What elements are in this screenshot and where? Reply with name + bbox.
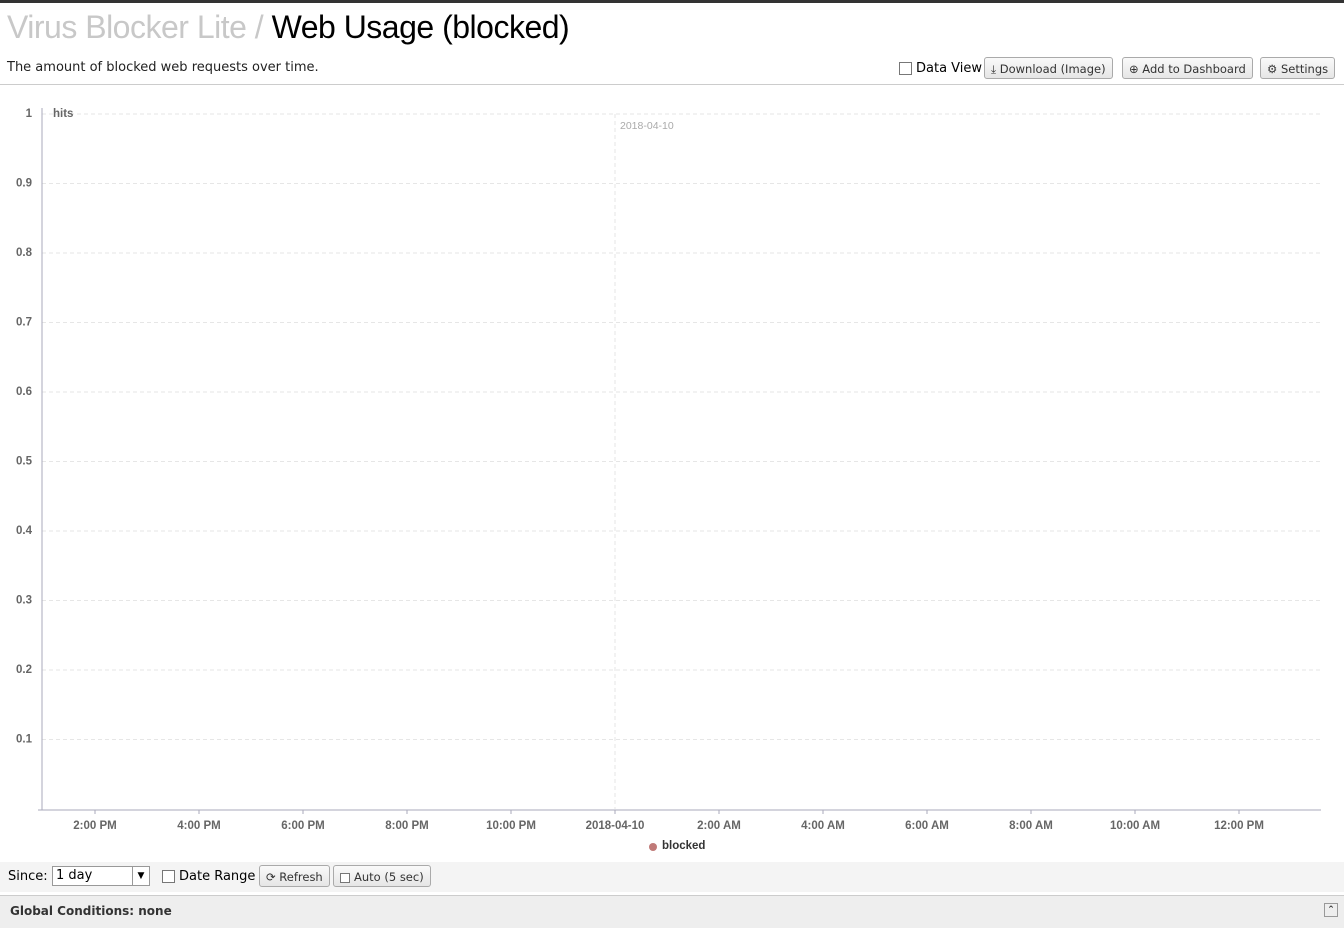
x-tick-label: 8:00 AM — [1009, 820, 1053, 832]
date-annotation: 2018-04-10 — [620, 120, 674, 132]
since-select[interactable]: 1 day ▼ — [52, 866, 150, 886]
app-name[interactable]: Virus Blocker Lite / — [7, 9, 264, 45]
y-tick-label: 0.8 — [16, 247, 33, 259]
y-tick-label: 0.1 — [16, 734, 33, 746]
x-tick-label: 2:00 PM — [73, 820, 116, 832]
y-tick-label: 0.7 — [16, 317, 32, 329]
since-label: Since: — [8, 869, 48, 884]
date-range-label: Date Range — [179, 869, 256, 884]
description: The amount of blocked web requests over … — [7, 60, 319, 75]
since-value: 1 day — [56, 868, 93, 883]
download-button[interactable]: ⤓ Download (Image) — [984, 57, 1113, 79]
bottom-toolbar: Since: 1 day ▼ Date Range ⟳ Refresh Auto … — [0, 862, 1344, 892]
settings-label: Settings — [1280, 62, 1329, 76]
auto-label: Auto (5 sec) — [354, 870, 424, 884]
refresh-label: Refresh — [279, 870, 323, 884]
settings-button[interactable]: ⚙ Settings — [1260, 57, 1336, 79]
y-tick-label: 0.5 — [16, 456, 33, 468]
x-tick-label: 10:00 PM — [486, 820, 536, 832]
x-tick-label: 4:00 AM — [801, 820, 845, 832]
x-tick-label: 6:00 AM — [905, 820, 949, 832]
download-label: Download (Image) — [999, 62, 1106, 76]
x-tick-label: 10:00 AM — [1110, 820, 1160, 832]
y-tick-label: 0.6 — [16, 386, 32, 398]
global-conditions: Global Conditions: none — [10, 904, 172, 918]
x-tick-label: 8:00 PM — [385, 820, 428, 832]
expand-button[interactable]: ⌃ — [1324, 903, 1338, 917]
legend-marker — [649, 843, 657, 851]
legend-label: blocked — [662, 840, 705, 852]
data-view-label: Data View — [916, 61, 983, 76]
x-tick-label: 4:00 PM — [177, 820, 220, 832]
add-dashboard-button[interactable]: ⊕ Add to Dashboard — [1122, 57, 1253, 79]
y-tick-label: 0.2 — [16, 664, 32, 676]
x-tick-label: 2018-04-10 — [586, 820, 645, 832]
x-tick-label: 2:00 AM — [697, 820, 741, 832]
report-title: Web Usage (blocked) — [271, 9, 570, 45]
auto-refresh-button[interactable]: Auto (5 sec) — [333, 865, 431, 887]
chart-container: 0.1 0.2 0.3 0.4 0.5 0.6 0.7 0.8 0.9 1 hits 2:00 PM 4… — [0, 84, 1344, 863]
page-title: Virus Blocker Lite / Web Usage (blocked) — [7, 9, 570, 46]
x-tick-label: 6:00 PM — [281, 820, 324, 832]
x-tick-label: 12:00 PM — [1214, 820, 1264, 832]
data-view-toggle[interactable]: Data View — [899, 61, 982, 76]
y-tick-label: 0.9 — [16, 178, 32, 190]
y-tick-label: 0.3 — [16, 595, 32, 607]
y-tick-label: 0.4 — [16, 525, 33, 537]
y-tick-label: 1 — [26, 108, 33, 120]
chart: 0.1 0.2 0.3 0.4 0.5 0.6 0.7 0.8 0.9 1 hits 2:00 PM 4… — [16, 108, 1321, 852]
global-conditions-bar[interactable]: Global Conditions: none ⌃ — [0, 895, 1344, 928]
y-axis-label: hits — [53, 108, 73, 120]
refresh-button[interactable]: ⟳ Refresh — [259, 865, 330, 887]
date-range-toggle[interactable]: Date Range — [162, 869, 255, 884]
add-dashboard-label: Add to Dashboard — [1142, 62, 1246, 76]
